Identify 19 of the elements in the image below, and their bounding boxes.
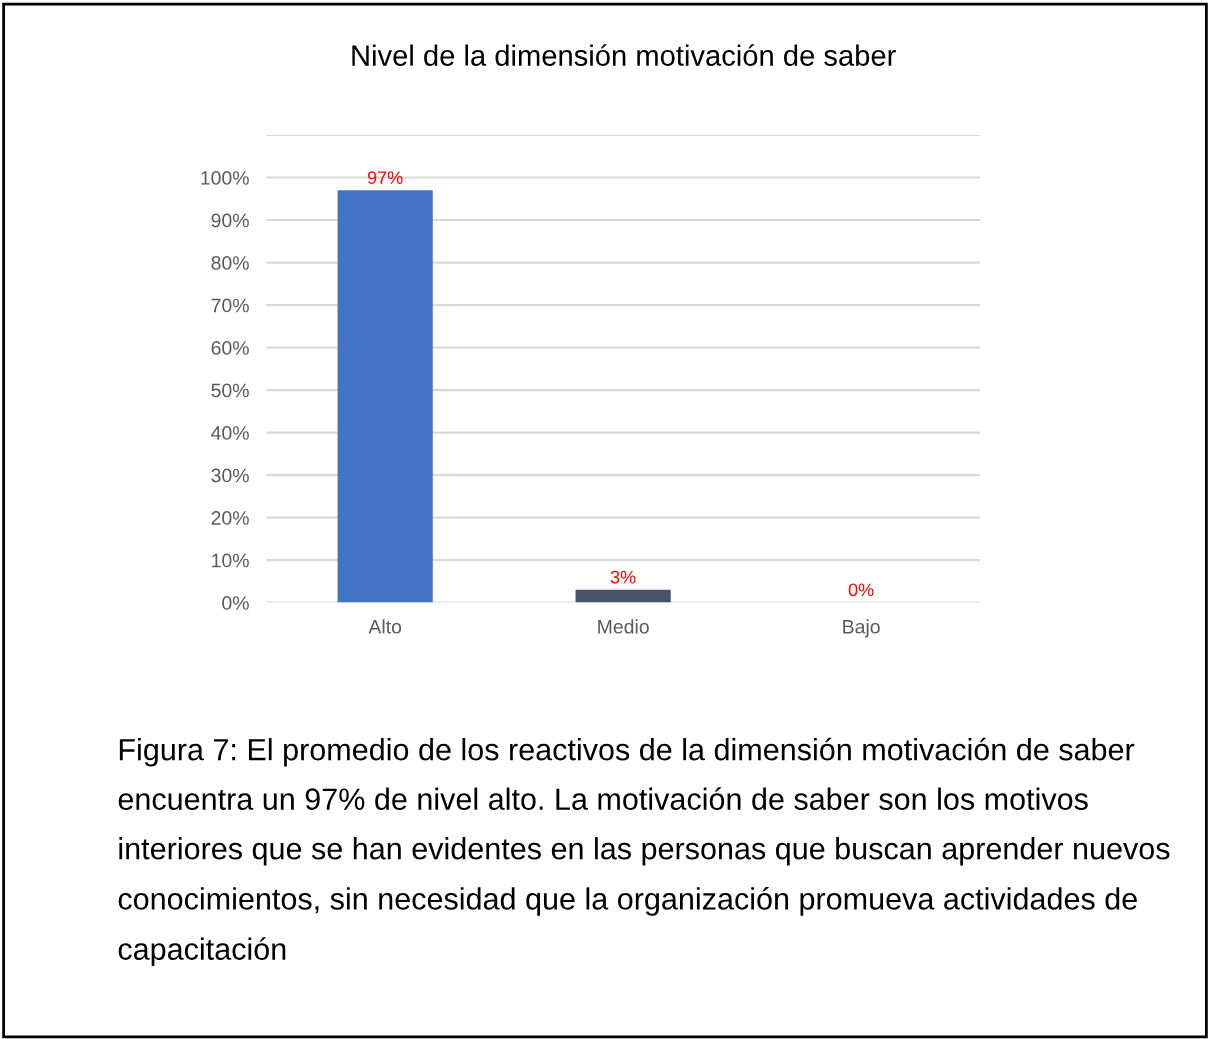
y-tick-label: 0%	[222, 596, 249, 610]
chart-title: Nivel de la dimensión motivación de saber	[352, 44, 896, 66]
y-tick-label: 30%	[211, 468, 249, 483]
x-tick-label: Alto	[368, 619, 402, 634]
y-tick-label: 60%	[211, 341, 249, 355]
data-label: 97%	[367, 171, 403, 184]
y-tick-label: 70%	[211, 298, 249, 313]
y-tick-label: 90%	[211, 213, 249, 228]
y-tick-label: 10%	[212, 553, 249, 568]
y-tick-label: 40%	[211, 426, 249, 440]
data-label: 0%	[848, 583, 874, 597]
data-label: 3%	[610, 570, 636, 584]
y-tick-label: 20%	[211, 511, 249, 525]
x-tick-label: Medio	[598, 619, 649, 634]
text: Figura 7: El promedio de los reactivos de la dimensión motivación de saber encuentra un 97% de nivel alto. La motivación de saber son los motivos interiores que se han evidentes en las personas que buscan aprender nuevos conocimientos, sin necesidad que la organización promueva actividades de capacitación	[118, 737, 1170, 967]
x-tick-label: Bajo	[843, 619, 880, 638]
y-tick-label: 50%	[211, 383, 249, 398]
y-tick-label: 80%	[211, 256, 249, 270]
y-tick-label: 100%	[201, 171, 249, 185]
